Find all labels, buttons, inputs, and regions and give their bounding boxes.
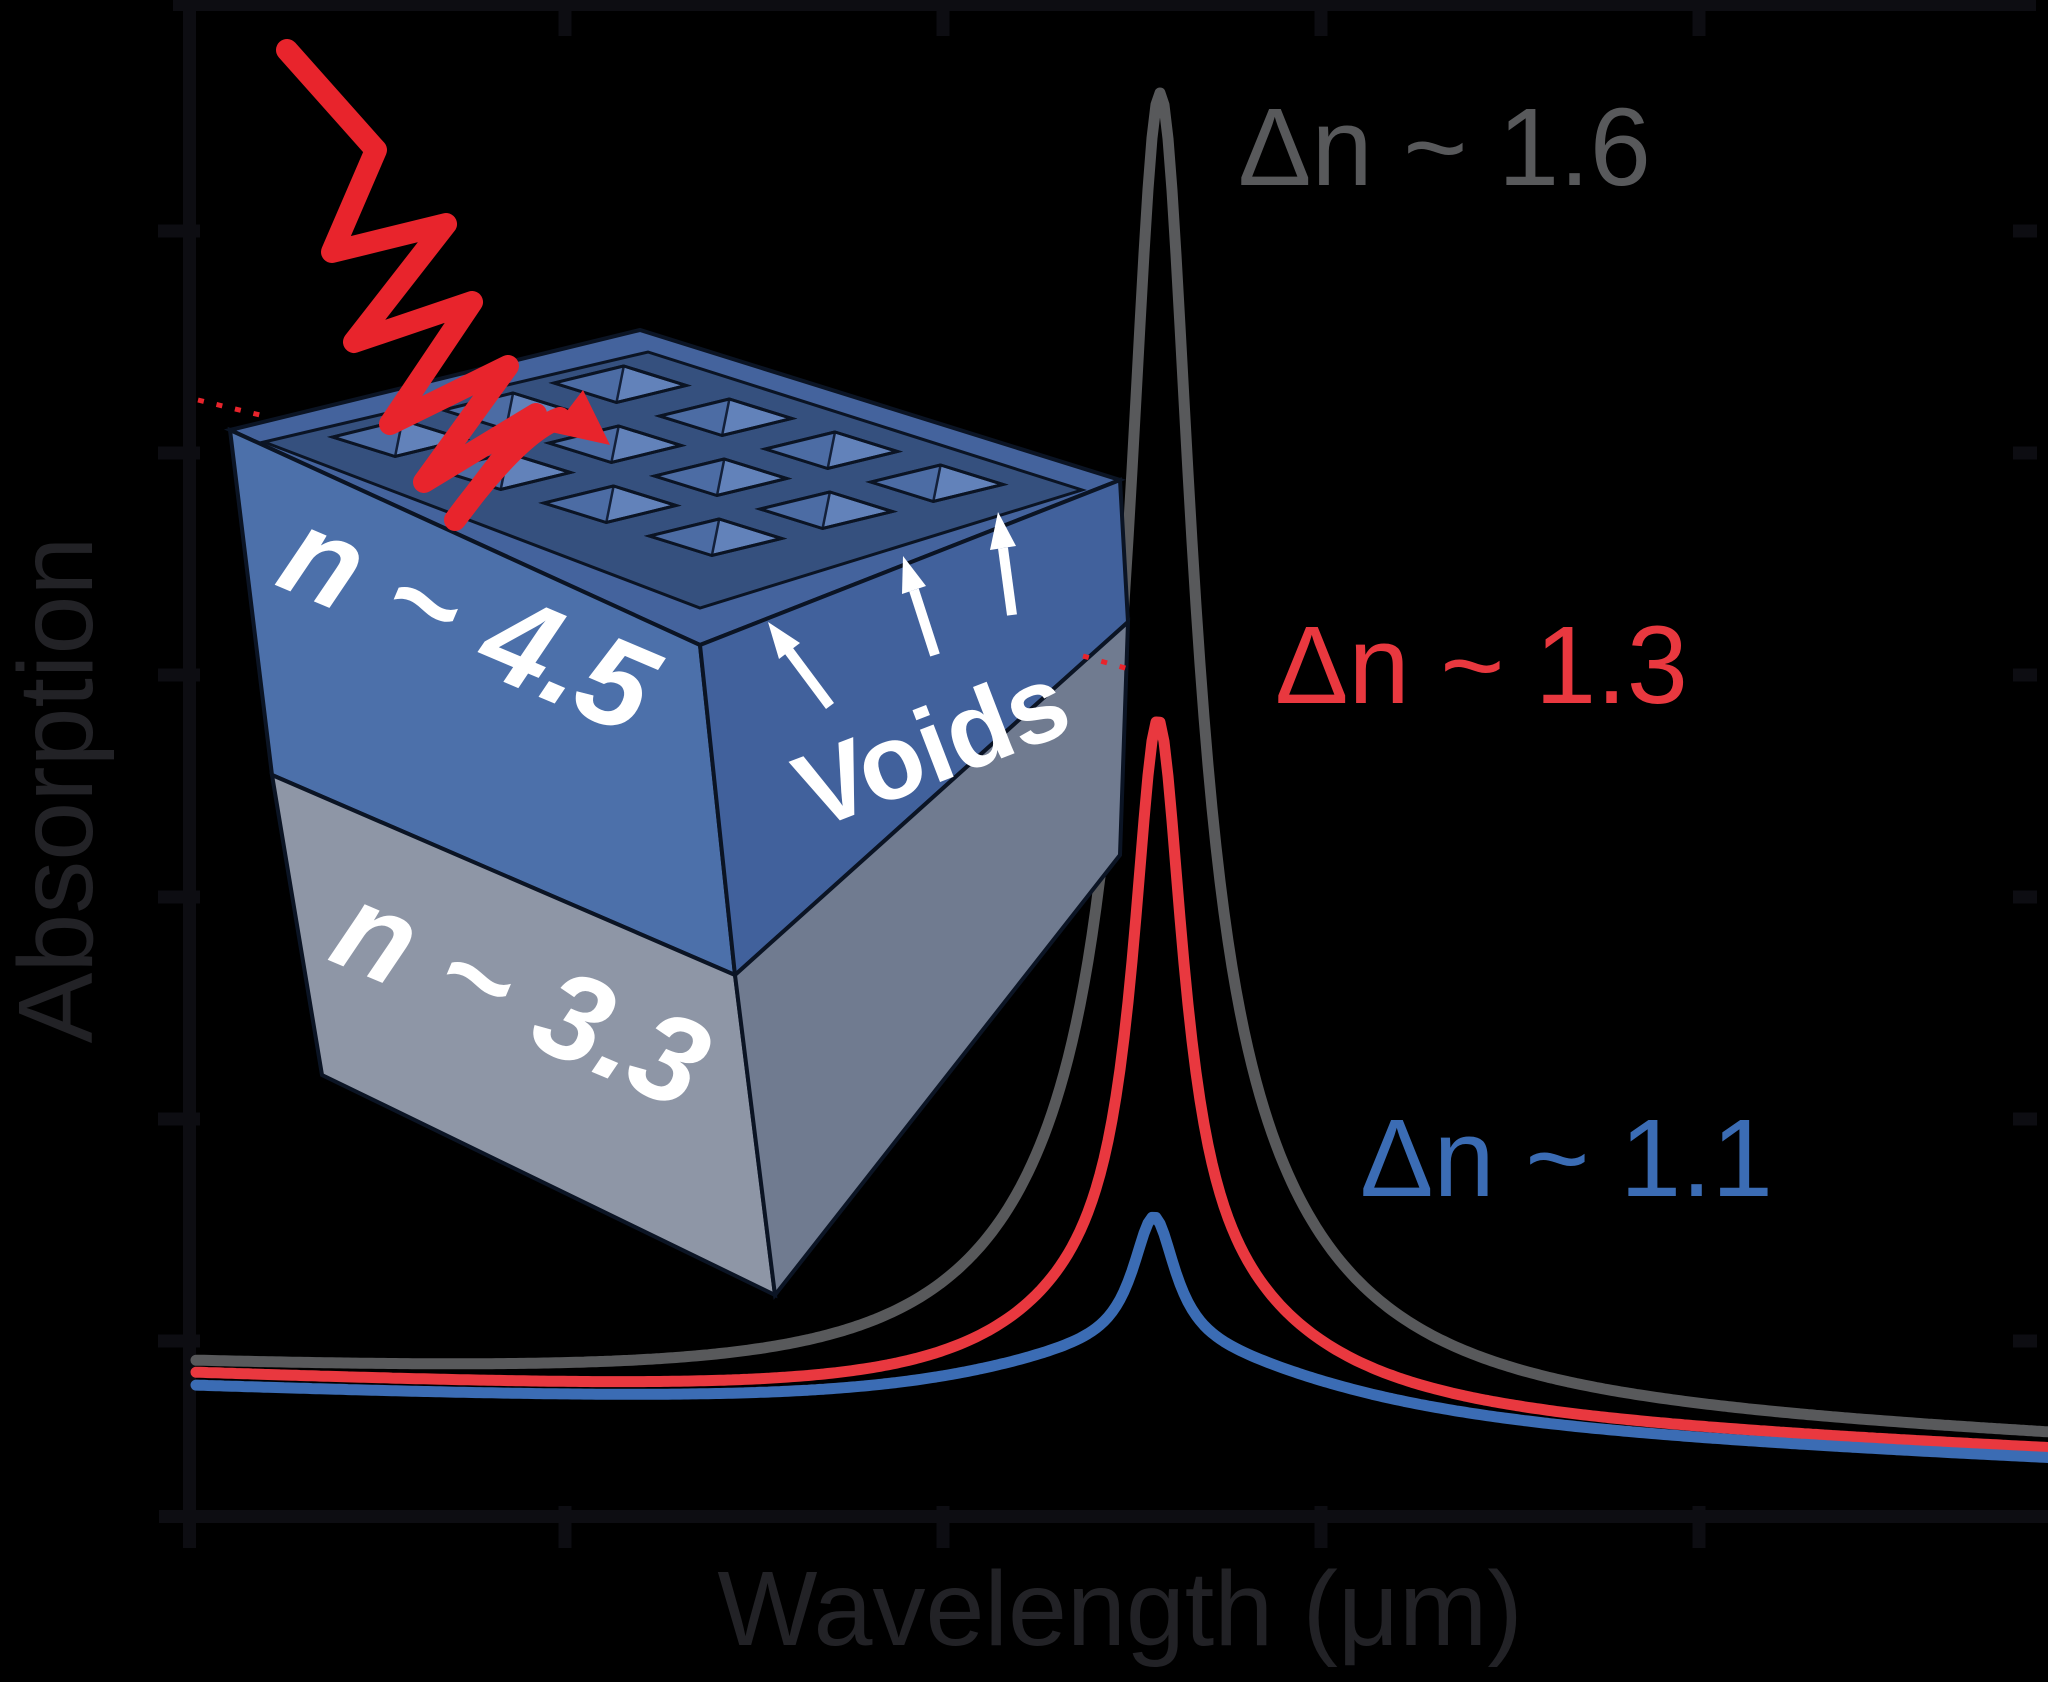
spectrum-curve-1.3: [190, 716, 2048, 1453]
void-hole-apex-edge: [710, 518, 721, 556]
y-axis-tick: [158, 668, 200, 682]
spectrum-curve-1.1: [190, 1211, 2048, 1463]
void-hole-shaded-wall: [554, 366, 624, 403]
x-axis-tick: [936, 1506, 950, 1548]
y-axis-tick: [158, 1112, 200, 1126]
top-axis-tick: [1314, 0, 1328, 36]
right-axis-tick: [2013, 1112, 2037, 1126]
gray-layer-side-face: [732, 617, 1131, 1301]
void-hole-outline: [654, 397, 798, 438]
void-hole-apex-edge: [715, 458, 726, 496]
void-hole-outline: [759, 430, 903, 471]
x-axis-tick: [1692, 1506, 1706, 1548]
annotation-delta-n-1-1: Δn ~ 1.1: [1360, 1097, 1773, 1220]
inset-slab-diagram: n ~ 4.5 n ~ 3.3 Voids: [197, 39, 1133, 1301]
void-hole-shaded-wall: [543, 486, 614, 523]
void-hole-apex-edge: [826, 431, 837, 469]
void-hole-apex-edge: [720, 398, 731, 436]
x-axis-spine: [159, 1510, 2048, 1523]
void-hole-outline: [548, 364, 692, 405]
y-axis-tick: [158, 224, 200, 238]
annotation-delta-n-1-6: Δn ~ 1.6: [1238, 86, 1651, 209]
top-axis-tick: [1692, 0, 1706, 36]
y-axis-tick: [158, 1334, 200, 1348]
void-hole-shaded-wall: [760, 492, 830, 529]
x-axis-tick: [1314, 1506, 1328, 1548]
top-axis-tick: [936, 0, 950, 36]
void-hole-outline: [327, 418, 471, 459]
photon-arrow-head: [551, 390, 610, 445]
void-hole-outline: [538, 484, 682, 525]
void-hole-shaded-wall: [654, 459, 725, 496]
void-hole-outline: [643, 517, 788, 558]
right-axis-tick: [2013, 224, 2037, 238]
void-hole-shaded-wall: [870, 465, 941, 502]
axes-frame: [158, 0, 2048, 1548]
void-hole-outline: [754, 490, 898, 531]
x-axis-tick: [558, 1506, 572, 1548]
right-axis-tick: [2013, 890, 2037, 904]
void-hole-apex-edge: [821, 491, 832, 529]
void-hole-shaded-wall: [765, 432, 835, 469]
void-arrow-head: [768, 622, 800, 659]
right-axis-tick: [2013, 446, 2037, 460]
y-axis-label: Absorption: [0, 537, 115, 1044]
void-hole-outline: [865, 463, 1009, 504]
photon-wave-path: [276, 39, 571, 531]
annotation-delta-n-1-3: Δn ~ 1.3: [1275, 604, 1688, 727]
y-axis-tick: [158, 446, 200, 460]
void-hole-apex-edge: [932, 464, 942, 502]
void-hole-shaded-wall: [649, 519, 720, 556]
void-arrow-head: [990, 512, 1016, 550]
y-axis-spine: [183, 0, 196, 1548]
void-hole-outline: [543, 424, 687, 465]
void-arrow-line: [909, 588, 940, 657]
leader-dotted-right: [1082, 653, 1133, 673]
photon-arrow: [276, 39, 610, 531]
void-arrow-line: [998, 547, 1017, 616]
x-axis-label: Wavelength (μm): [717, 1550, 1522, 1668]
void-hole-apex-edge: [605, 485, 615, 523]
void-hole-apex-edge: [615, 365, 626, 403]
top-axis-tick: [558, 0, 572, 36]
top-spine: [173, 0, 2036, 11]
right-axis-tick: [2013, 668, 2037, 682]
voids-arrows: [768, 512, 1017, 709]
y-axis-tick: [158, 890, 200, 904]
void-hole-shaded-wall: [659, 399, 730, 436]
void-arrow-head: [902, 556, 926, 594]
right-axis-tick: [2013, 1334, 2037, 1348]
void-arrow-line: [784, 648, 835, 709]
void-hole-apex-edge: [610, 425, 620, 463]
void-hole-outline: [649, 457, 793, 498]
